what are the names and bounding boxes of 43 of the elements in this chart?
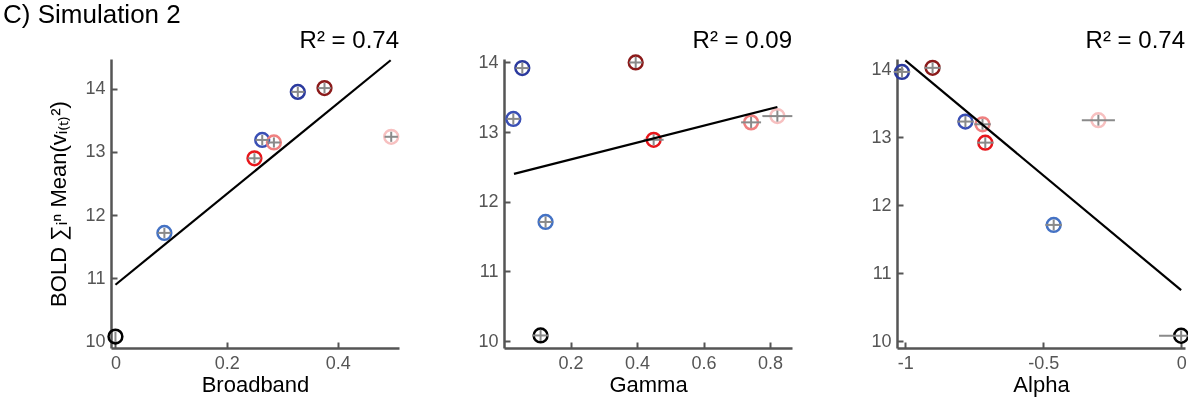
y-tick-label: 12 [478,191,499,212]
y-tick-label: 13 [85,141,106,162]
x-tick-label: -0.5 [1028,352,1060,373]
x-tick-label: 0 [110,352,121,373]
y-tick-label: 11 [479,260,499,281]
point [107,328,124,345]
x-tick-label: 0.4 [625,352,651,373]
text: R² = 0.74 [1085,26,1185,53]
text: R² = 0.74 [299,26,399,53]
y-tick-label: 14 [478,51,499,72]
point [505,110,522,128]
y-tick-label: 13 [871,126,892,147]
y-tick-label: 10 [478,330,499,351]
point [246,150,263,167]
point [514,59,531,77]
x-tick-label: 0.2 [214,352,240,373]
y-tick-label: 14 [871,58,892,79]
x-tick-label: 0.2 [558,352,584,373]
x-tick-label: -1 [897,352,914,373]
x-tick-label: 0.6 [691,352,717,373]
x-axis-title: Broadband [201,371,310,397]
y-tick-label: 11 [86,267,106,288]
y-tick-label: 13 [478,121,499,142]
x-axis-title: Gamma [609,371,689,397]
point [383,128,400,145]
x-tick-label: 0 [1176,352,1187,373]
y-tick-label: 11 [872,262,892,283]
y-axis-title: BOLD ∑ᵢⁿ Mean(vᵢ₍ₜ₎²) [46,101,72,307]
point [316,79,333,97]
text: R² = 0.09 [692,26,792,53]
point [156,224,173,242]
x-tick-label: 0.8 [758,352,784,373]
y-tick-label: 12 [85,204,106,225]
x-tick-label: 0.4 [325,352,351,373]
y-tick-label: 12 [871,194,892,215]
chart-title: C) Simulation 2 [3,0,181,29]
y-tick-label: 10 [871,330,892,351]
y-tick-label: 10 [85,331,106,352]
y-tick-label: 14 [85,78,106,99]
point [537,213,554,231]
point [627,54,644,71]
point [289,83,306,101]
x-axis-title: Alpha [1013,371,1071,397]
